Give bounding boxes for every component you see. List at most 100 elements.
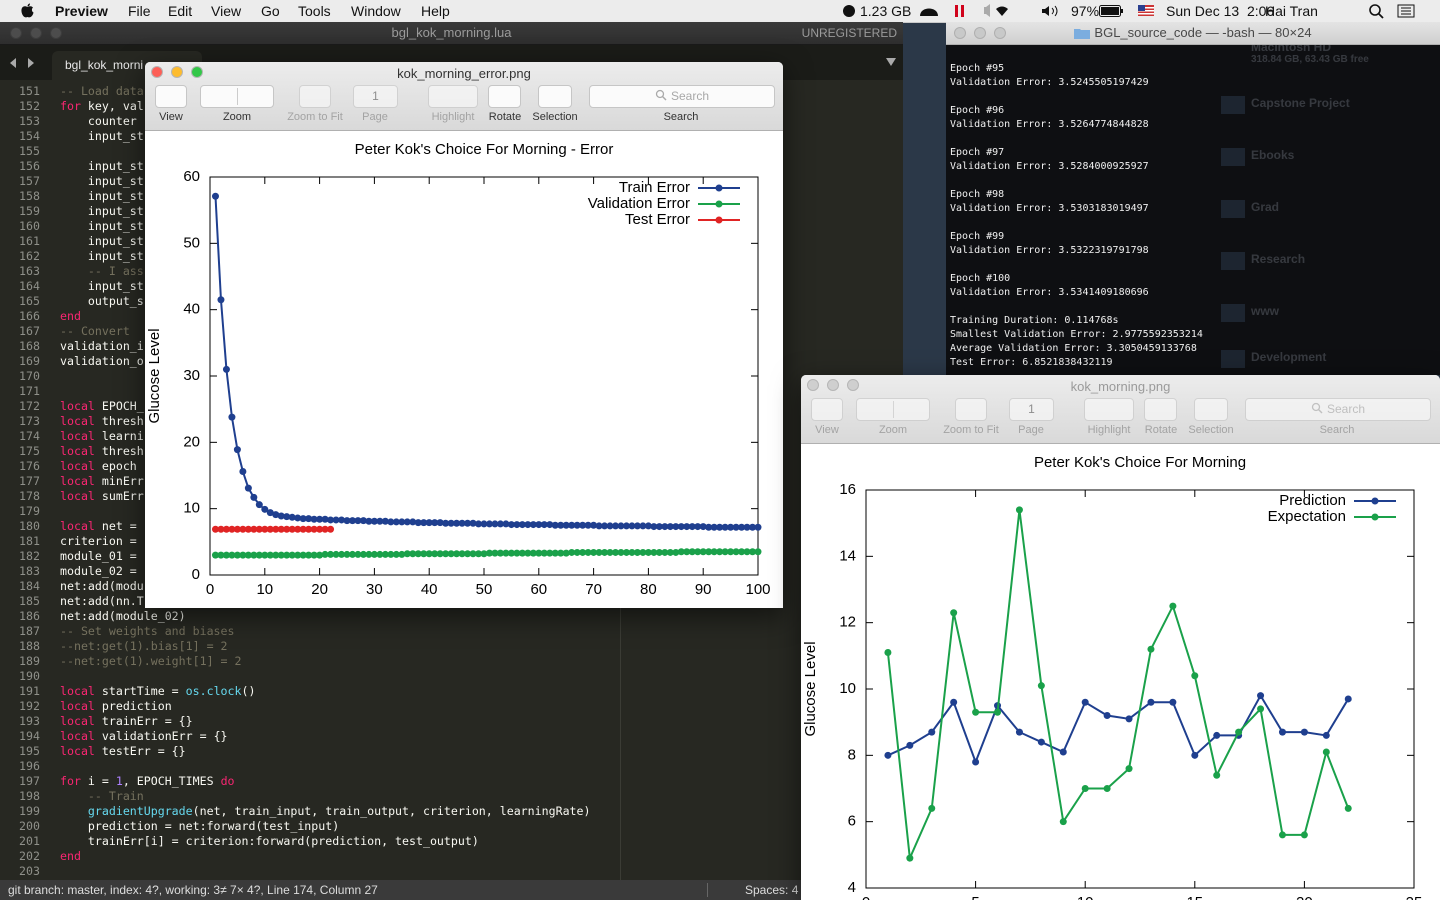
line-number: 191: [19, 684, 40, 698]
close-button[interactable]: [151, 66, 163, 78]
data-point: [1169, 698, 1177, 706]
preview-window: kok_morning.png View Zoom Zoom to Fit 1 Page H…: [801, 375, 1440, 900]
code-line: gradientUpgrade(net, train_input, train_…: [60, 804, 591, 819]
app-menu[interactable]: Preview: [55, 3, 108, 19]
menu-item[interactable]: Help: [421, 3, 450, 19]
flag-icon[interactable]: [1138, 5, 1154, 16]
volume-icon[interactable]: [1040, 5, 1064, 17]
data-point: [316, 515, 324, 523]
menu-item[interactable]: Edit: [168, 3, 193, 19]
memory-icon[interactable]: [842, 4, 856, 18]
folder-label[interactable]: Research: [1251, 252, 1306, 266]
code-line: local epoch: [60, 459, 137, 474]
data-point: [1322, 748, 1330, 756]
toolbar-button[interactable]: [488, 85, 521, 108]
zoom-button[interactable]: [994, 27, 1006, 39]
toolbar-button[interactable]: [856, 398, 930, 421]
minimize-button[interactable]: [974, 27, 986, 39]
close-button[interactable]: [954, 27, 966, 39]
memory-status[interactable]: 1.23 GB: [860, 3, 912, 19]
data-point: [710, 548, 718, 556]
minimize-button[interactable]: [30, 27, 42, 39]
toolbar-button[interactable]: 1: [1009, 398, 1054, 421]
syntax-token: local: [60, 459, 95, 473]
close-button[interactable]: [807, 379, 819, 391]
code-text: (): [241, 684, 256, 698]
terminal-line: Validation Error: 3.5322319791798: [950, 245, 1149, 256]
data-point: [994, 708, 1002, 716]
data-point: [1081, 698, 1089, 706]
comment: -- Load data: [60, 84, 144, 98]
data-point: [266, 525, 274, 533]
close-button[interactable]: [10, 27, 22, 39]
tab-arrows[interactable]: [8, 57, 38, 69]
line-number: 178: [19, 489, 40, 503]
toolbar-button[interactable]: [1084, 398, 1134, 421]
menu-item[interactable]: File: [128, 3, 151, 19]
zoom-button[interactable]: [191, 66, 203, 78]
x-tick-label: 50: [476, 581, 493, 598]
folder-label[interactable]: www: [1251, 304, 1280, 318]
toolbar-button[interactable]: [1194, 398, 1228, 421]
menu-item[interactable]: Tools: [298, 3, 331, 19]
data-point: [261, 525, 269, 533]
minimize-button[interactable]: [827, 379, 839, 391]
data-point: [272, 525, 280, 533]
user-name[interactable]: Hai Tran: [1265, 3, 1318, 19]
syntax-token: local: [60, 489, 95, 503]
data-point: [1059, 748, 1067, 756]
toolbar-label: Page: [1018, 424, 1044, 436]
data-point: [354, 550, 362, 558]
toolbar-label: Zoom: [878, 424, 908, 436]
battery-status[interactable]: 97%: [1071, 3, 1100, 19]
toolbar-button[interactable]: [538, 85, 572, 108]
code-line: local prediction: [60, 699, 172, 714]
folder-label[interactable]: Development: [1251, 350, 1327, 364]
zoom-button[interactable]: [847, 379, 859, 391]
toolbar-button[interactable]: [428, 85, 478, 108]
menu-extras[interactable]: [1368, 3, 1428, 19]
data-point: [277, 551, 285, 559]
toolbar-button[interactable]: 1: [353, 85, 398, 108]
data-point: [562, 521, 570, 529]
tab-menu[interactable]: [885, 57, 897, 67]
line-number: 193: [19, 714, 40, 728]
folder-label[interactable]: Ebooks: [1251, 148, 1295, 162]
folder-label[interactable]: Capstone Project: [1251, 96, 1350, 110]
menu-item[interactable]: Go: [261, 3, 280, 19]
data-point: [239, 551, 247, 559]
toolbar-button[interactable]: [155, 85, 187, 108]
data-point: [283, 551, 291, 559]
data-point: [244, 484, 252, 492]
x-tick-label: 70: [585, 581, 602, 598]
minimize-button[interactable]: [171, 66, 183, 78]
legend-marker: [715, 216, 723, 224]
comment: -- Train: [60, 789, 144, 803]
toolbar-button[interactable]: [955, 398, 987, 421]
menu-item[interactable]: View: [211, 3, 242, 19]
indent-setting[interactable]: Spaces: 4: [745, 883, 799, 897]
data-point: [392, 518, 400, 526]
toolbar-button[interactable]: [299, 85, 331, 108]
data-point: [436, 550, 444, 558]
apple-icon[interactable]: [20, 3, 35, 19]
folder-label[interactable]: Grad: [1251, 200, 1280, 214]
line-number: 165: [19, 294, 40, 308]
line-number: 201: [19, 834, 40, 848]
data-point: [255, 551, 263, 559]
zoom-button[interactable]: [50, 27, 62, 39]
menu-item[interactable]: Window: [351, 3, 401, 19]
line-number: 174: [19, 429, 40, 443]
terminal-line: Validation Error: 3.5264774844828: [950, 119, 1149, 130]
code-line: input_st: [60, 159, 144, 174]
toolbar-button[interactable]: [811, 398, 843, 421]
toolbar-button[interactable]: Search: [589, 85, 775, 108]
line-number: 161: [19, 234, 40, 248]
toolbar-button[interactable]: [1144, 398, 1177, 421]
toolbar-button[interactable]: [200, 85, 274, 108]
clock[interactable]: Sun Dec 13 2:06: [1166, 3, 1275, 19]
code-line: module_02 =: [60, 564, 137, 579]
toolbar-button[interactable]: Search: [1245, 398, 1431, 421]
terminal-line: Validation Error: 3.5303183019497: [950, 203, 1149, 214]
line-number: 182: [19, 549, 40, 563]
